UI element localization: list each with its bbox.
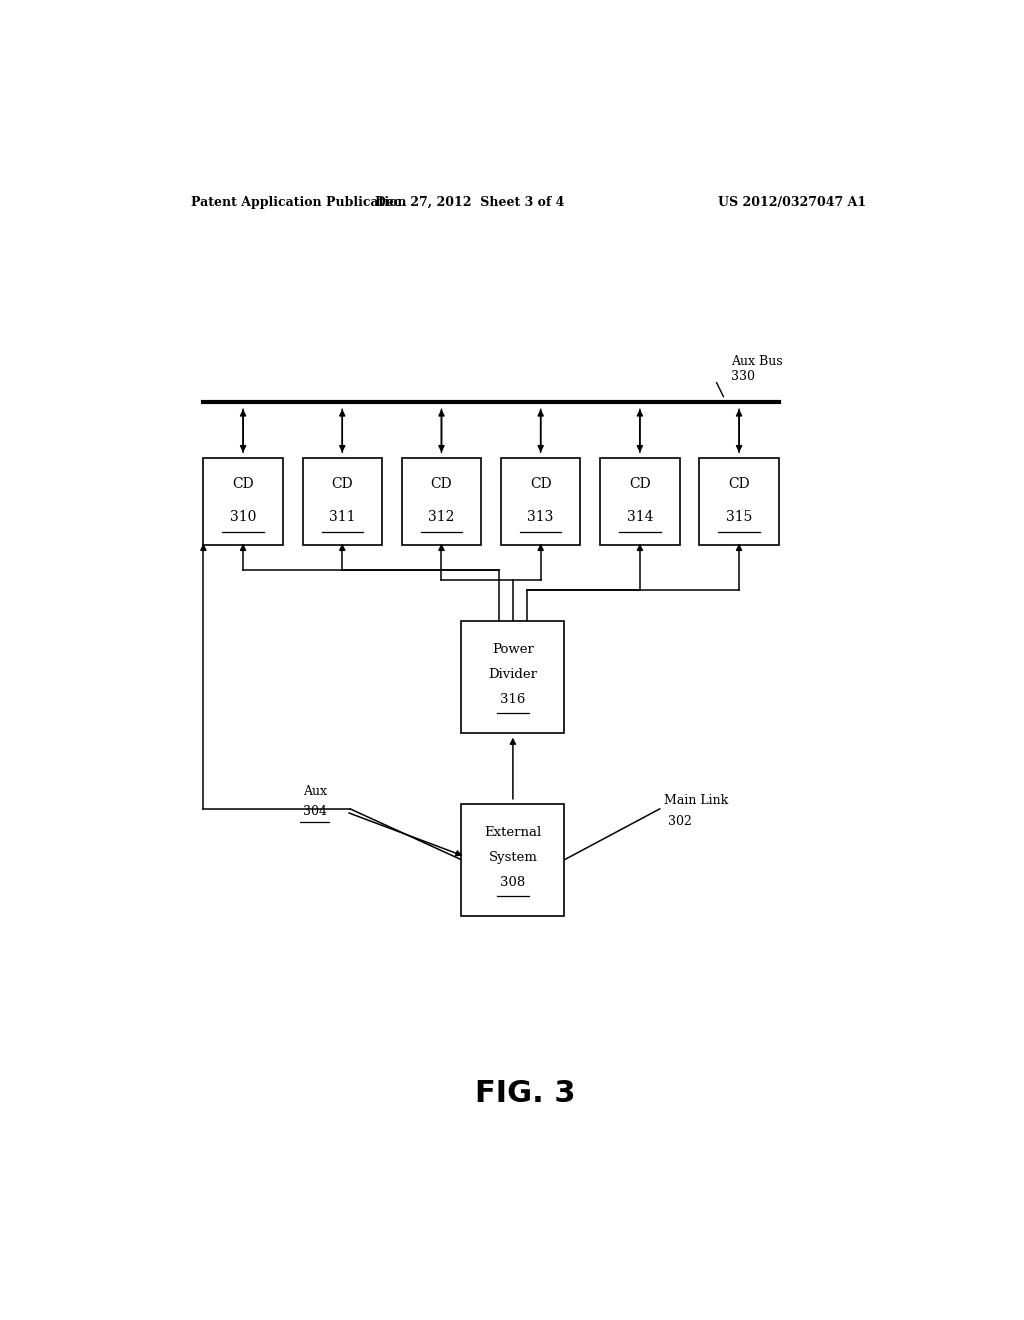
Text: CD: CD [431, 477, 453, 491]
Text: 312: 312 [428, 510, 455, 524]
Text: CD: CD [629, 477, 650, 491]
Text: CD: CD [332, 477, 353, 491]
Bar [600, 458, 680, 545]
Text: FIG. 3: FIG. 3 [474, 1078, 575, 1107]
Text: 308: 308 [501, 875, 525, 888]
Text: 313: 313 [527, 510, 554, 524]
Text: CD: CD [529, 477, 552, 491]
Text: 314: 314 [627, 510, 653, 524]
Text: 330: 330 [731, 371, 755, 383]
Text: Main Link: Main Link [664, 795, 728, 808]
Text: 304: 304 [303, 805, 327, 818]
Text: Power: Power [492, 643, 534, 656]
Text: 315: 315 [726, 510, 753, 524]
Bar [204, 458, 283, 545]
Text: 302: 302 [668, 814, 691, 828]
Text: Divider: Divider [488, 668, 538, 681]
Text: System: System [488, 851, 538, 865]
Text: Patent Application Publication: Patent Application Publication [191, 195, 407, 209]
Text: 310: 310 [229, 510, 256, 524]
Text: Aux: Aux [303, 785, 327, 799]
Bar [401, 458, 481, 545]
Text: Dec. 27, 2012  Sheet 3 of 4: Dec. 27, 2012 Sheet 3 of 4 [375, 195, 564, 209]
Text: 316: 316 [500, 693, 525, 706]
Text: US 2012/0327047 A1: US 2012/0327047 A1 [718, 195, 866, 209]
Text: External: External [484, 826, 542, 838]
Bar [461, 804, 564, 916]
Text: CD: CD [728, 477, 750, 491]
Bar [699, 458, 778, 545]
Text: Aux Bus: Aux Bus [731, 355, 782, 368]
Bar [501, 458, 581, 545]
Bar [461, 620, 564, 733]
Bar [303, 458, 382, 545]
Text: 311: 311 [329, 510, 355, 524]
Text: CD: CD [232, 477, 254, 491]
